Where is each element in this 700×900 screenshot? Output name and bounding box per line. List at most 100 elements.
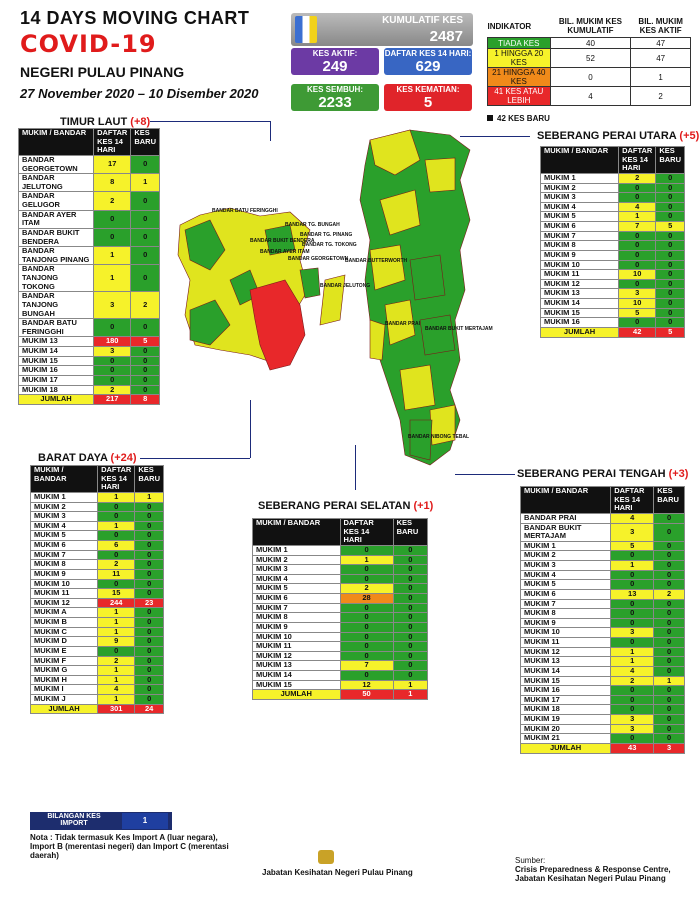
cell-value: 3 xyxy=(93,291,132,320)
row-label: MUKIM E xyxy=(29,645,99,657)
cell-value: 0 xyxy=(134,665,164,676)
cell-value: 0 xyxy=(130,365,160,376)
cell-value: 0 xyxy=(134,694,164,705)
map-label: BANDAR NIBONG TEBAL xyxy=(408,434,469,440)
cell-value: 1 xyxy=(93,264,132,293)
col-header: KES BARU xyxy=(653,486,685,514)
daftar-box: DAFTAR KES 14 HARI: 629 xyxy=(384,48,472,75)
cell-value: 0 xyxy=(653,560,685,571)
sumber-label: Sumber: xyxy=(515,856,546,865)
col-header: DAFTAR KES 14 HARI xyxy=(97,465,136,493)
sp-selatan-table: MUKIM / BANDAR DAFTAR KES 14 HARI KES BARU… xyxy=(252,518,429,700)
row-label: MUKIM B xyxy=(29,617,99,628)
row-label: MUKIM 3 xyxy=(539,192,620,203)
col-header: KES BARU xyxy=(655,146,685,174)
row-label: MUKIM D xyxy=(29,636,99,647)
table-row: BANDAR TANJONG BUNGAH 3 2 xyxy=(17,291,160,320)
cell-value: 0 xyxy=(93,374,132,386)
cell-value: 0 xyxy=(653,656,685,667)
indicator-table: INDIKATOR BIL. MUKIM KES KUMULATIF BIL. MU… xyxy=(487,17,691,123)
cell-value: 2 xyxy=(97,559,136,570)
kes-kematian-label: KES KEMATIAN: xyxy=(396,85,460,94)
indicator-value: 0 xyxy=(549,67,632,87)
row-label: MUKIM 16 xyxy=(539,317,620,328)
sp-tengah-table: MUKIM / BANDAR DAFTAR KES 14 HARI KES BARU… xyxy=(519,486,685,754)
total-row: JUMLAH 42 5 xyxy=(539,326,685,338)
row-label: BANDAR AYER ITAM xyxy=(17,209,95,229)
cell-value: 1 xyxy=(97,694,136,705)
indicator-value: 47 xyxy=(630,37,691,49)
cell-value: 15 xyxy=(97,588,136,599)
cell-value: 2 xyxy=(653,588,685,600)
table-row: MUKIM 12 0 0 xyxy=(539,278,685,290)
cell-value: 0 xyxy=(93,365,132,376)
sp-utara-title: SEBERANG PERAI UTARA (+5) xyxy=(537,130,700,142)
table-row: MUKIM 21 0 0 xyxy=(519,733,685,744)
row-label: MUKIM 3 xyxy=(519,560,612,571)
cell-value: 0 xyxy=(392,544,429,556)
map-label: BANDAR TG. TOKONG xyxy=(302,242,357,248)
row-label: MUKIM 14 xyxy=(519,665,612,677)
section-name: SEBERANG PERAI TENGAH xyxy=(517,468,666,480)
cell-value: 0 xyxy=(130,264,160,293)
cell-value: 0 xyxy=(97,511,136,522)
total-row: JUMLAH 43 3 xyxy=(519,742,685,754)
kes-aktif-box: KES AKTIF: 249 xyxy=(291,48,379,75)
table-row: MUKIM 6 28 0 xyxy=(252,593,429,604)
cell-value: 0 xyxy=(130,191,160,211)
col-header: MUKIM / BANDAR xyxy=(539,146,620,174)
cell-value: 4 xyxy=(610,665,655,677)
date-range: 27 November 2020 – 10 Disember 2020 xyxy=(20,86,259,101)
cell-value: 0 xyxy=(130,346,160,357)
cell-value: 0 xyxy=(339,612,394,623)
kes-sembuh-value: 2233 xyxy=(318,94,352,111)
row-label: BANDAR GEORGETOWN xyxy=(17,154,95,175)
cell-value: 0 xyxy=(653,685,685,696)
kumulatif-header: BIL. MUKIM KES KUMULATIF xyxy=(558,17,622,35)
row-label: JUMLAH xyxy=(17,394,95,405)
kes-sembuh-box: KES SEMBUH: 2233 xyxy=(291,84,379,111)
cell-value: 0 xyxy=(392,670,429,681)
penang-flag-icon xyxy=(295,16,317,43)
table-row: BANDAR GEORGETOWN 17 0 xyxy=(17,154,160,175)
indicator-value: 2 xyxy=(630,86,691,106)
cell-value: 6 xyxy=(97,540,136,551)
cell-value: 0 xyxy=(653,512,685,524)
daftar-label: DAFTAR KES 14 HARI: xyxy=(384,49,472,58)
cell-value: 1 xyxy=(97,617,136,628)
cell-value: 0 xyxy=(653,665,685,677)
section-name: BARAT DAYA xyxy=(38,452,108,464)
covid-title: COVID-19 xyxy=(20,30,157,58)
penang-map: BANDAR BATU FERINGGHI BANDAR TG. BUNGAH … xyxy=(177,129,493,466)
map-label: BANDAR TG. BUNGAH xyxy=(285,222,340,228)
row-label: MUKIM 11 xyxy=(252,641,341,652)
cell-value: 0 xyxy=(134,559,164,570)
sumber-block: Sumber: Crisis Preparedness & Response C… xyxy=(515,856,671,883)
kumulatif-value: 2487 xyxy=(429,28,463,45)
col-header: MUKIM / BANDAR xyxy=(17,128,95,156)
cell-value: 0 xyxy=(130,318,160,338)
table-row: BANDAR TANJONG PINANG 1 0 xyxy=(17,246,160,266)
cell-value: 3 xyxy=(93,346,132,357)
table-row: MUKIM 10 0 0 xyxy=(29,578,164,590)
cell-value: 0 xyxy=(392,641,429,652)
cell-value: 0 xyxy=(653,637,685,648)
kumulatif-label: KUMULATIF KES xyxy=(382,15,463,26)
cell-value: 0 xyxy=(392,612,429,623)
cell-value: 0 xyxy=(655,172,685,184)
cell-value: 0 xyxy=(93,227,132,248)
row-label: MUKIM 16 xyxy=(519,685,612,696)
row-label: BANDAR PRAI xyxy=(519,512,612,524)
kes-kematian-value: 5 xyxy=(423,94,433,111)
cell-value: 5 xyxy=(655,221,685,232)
indicator-value: 52 xyxy=(549,48,632,68)
row-label: MUKIM 14 xyxy=(539,298,620,309)
cell-value: 0 xyxy=(134,511,164,522)
